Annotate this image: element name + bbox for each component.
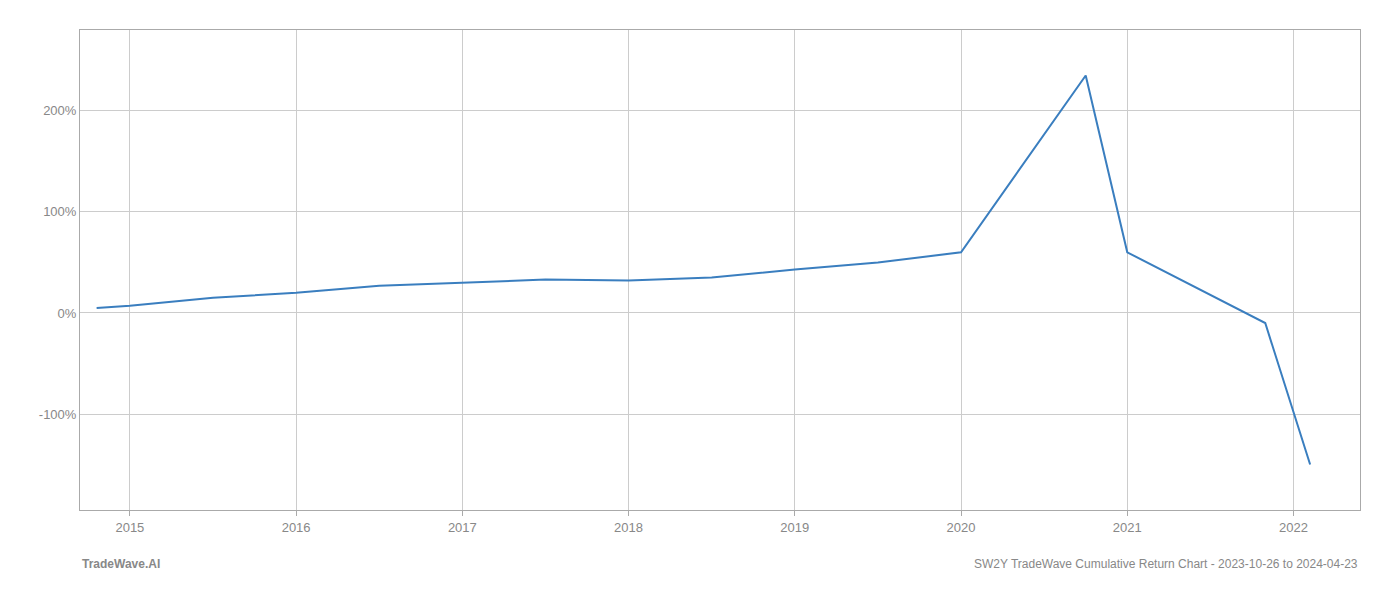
svg-text:2017: 2017 [448,520,477,535]
svg-text:2021: 2021 [1113,520,1142,535]
svg-text:100%: 100% [43,204,77,219]
svg-text:TradeWave.AI: TradeWave.AI [82,557,160,571]
svg-text:200%: 200% [43,103,77,118]
svg-text:-100%: -100% [39,407,77,422]
svg-text:2019: 2019 [780,520,809,535]
svg-text:2022: 2022 [1279,520,1308,535]
svg-text:2016: 2016 [282,520,311,535]
svg-text:2020: 2020 [947,520,976,535]
svg-text:SW2Y TradeWave Cumulative Retu: SW2Y TradeWave Cumulative Return Chart -… [974,557,1358,571]
svg-text:2015: 2015 [115,520,144,535]
svg-text:2018: 2018 [614,520,643,535]
svg-text:0%: 0% [58,306,77,321]
